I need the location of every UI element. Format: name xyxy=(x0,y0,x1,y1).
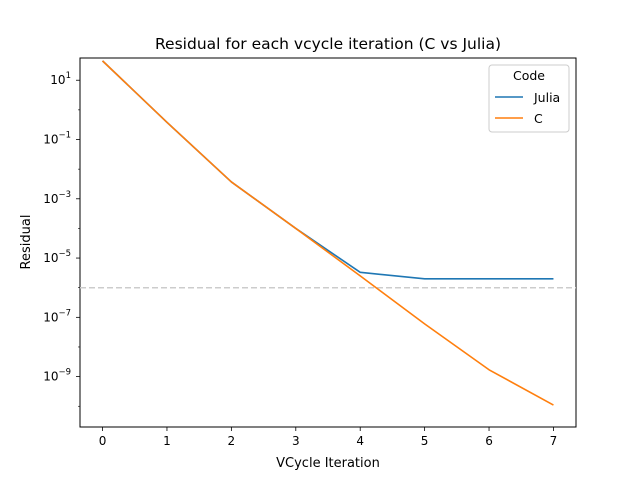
plot-area xyxy=(79,57,577,428)
y-tick-label: 101 xyxy=(50,71,71,87)
series-layer xyxy=(101,60,554,406)
x-tick-label: 0 xyxy=(99,434,107,448)
y-tick-label: 10−1 xyxy=(43,131,71,147)
y-axis-label: Residual xyxy=(19,215,34,270)
y-tick-label: 10−5 xyxy=(43,249,71,265)
y-tick-label: 10−9 xyxy=(43,368,71,384)
x-tick-label: 7 xyxy=(550,434,558,448)
legend-frame xyxy=(488,64,570,133)
x-tick-label: 1 xyxy=(163,434,171,448)
legend-label-c: C xyxy=(534,111,543,126)
x-axis-label: VCycle Iteration xyxy=(276,456,380,471)
y-tick-label: 10−7 xyxy=(43,308,71,324)
x-axis: 0 1 2 3 4 5 6 7 xyxy=(99,427,558,448)
series-line-c xyxy=(101,60,554,406)
legend: Code Julia C xyxy=(488,64,570,133)
y-axis: 101 10−1 10−3 10−5 10−7 10−9 xyxy=(43,71,80,407)
y-tick-label: 10−3 xyxy=(43,190,71,206)
legend-label-julia: Julia xyxy=(533,90,560,105)
x-tick-label: 4 xyxy=(356,434,364,448)
x-tick-label: 6 xyxy=(485,434,493,448)
x-tick-label: 5 xyxy=(421,434,429,448)
plot-frame xyxy=(79,57,577,428)
legend-title: Code xyxy=(513,68,545,83)
x-tick-label: 3 xyxy=(292,434,300,448)
series-line-julia xyxy=(101,60,554,280)
chart-title: Residual for each vcycle iteration (C vs… xyxy=(155,35,501,53)
x-tick-label: 2 xyxy=(228,434,236,448)
